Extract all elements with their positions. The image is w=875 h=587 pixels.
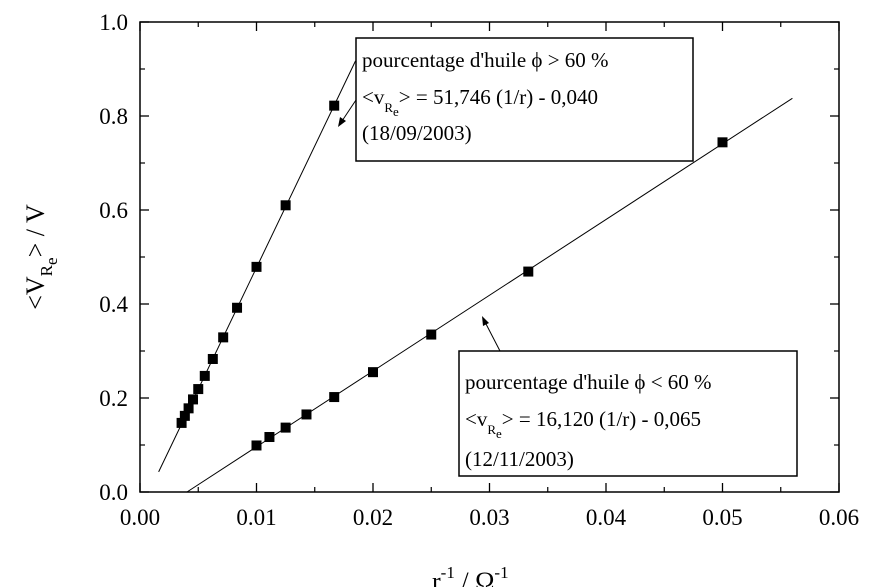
data-point-series-1 xyxy=(329,100,340,111)
annotation-1-box xyxy=(355,37,694,162)
data-point-series-1 xyxy=(232,302,243,313)
data-point-series-1 xyxy=(218,332,229,343)
data-point-series-1 xyxy=(207,353,218,364)
data-point-series-2 xyxy=(280,422,291,433)
x-tick-label: 0.05 xyxy=(702,505,742,530)
y-tick-label: 0.4 xyxy=(99,292,128,317)
x-tick-label: 0.03 xyxy=(469,505,509,530)
data-point-series-2 xyxy=(368,367,378,378)
x-tick-label: 0.00 xyxy=(120,505,160,530)
data-point-series-2 xyxy=(329,392,340,403)
ticks xyxy=(139,21,840,493)
annotation-2: pourcentage d'huile ϕ < 60 % <vRe> = 16,… xyxy=(458,350,798,477)
x-tick-label: 0.02 xyxy=(353,505,393,530)
annotation-2-box xyxy=(458,350,798,477)
annotation-2-line2: <vRe> = 16,120 (1/r) - 0,065 xyxy=(465,407,701,441)
data-point-series-1 xyxy=(179,410,190,421)
data-point-series-1 xyxy=(251,261,262,272)
annotation-1-line2: <vRe> = 51,746 (1/r) - 0,040 xyxy=(362,85,598,119)
annotation-2-line3: (12/11/2003) xyxy=(465,447,574,471)
y-tick-label: 0.8 xyxy=(99,104,128,129)
annotation-1-line1: pourcentage d'huile ϕ > 60 % xyxy=(362,48,609,72)
x-tick-label: 0.06 xyxy=(819,505,859,530)
y-tick-label: 0.2 xyxy=(99,386,128,411)
data-point-series-2 xyxy=(264,432,275,443)
annotation-1-arrow xyxy=(338,99,357,127)
y-tick-label: 0.0 xyxy=(99,480,128,505)
data-point-series-1 xyxy=(193,384,204,395)
data-point-series-2 xyxy=(717,137,728,148)
data-point-series-2 xyxy=(426,329,437,340)
annotation-2-line1: pourcentage d'huile ϕ < 60 % xyxy=(465,370,712,394)
x-axis-label: r-1 / Ω-1 xyxy=(432,563,509,587)
x-tick-label: 0.04 xyxy=(586,505,627,530)
tick-labels: 0.00 0.01 0.02 0.03 0.04 0.05 0.06 0.0 0.2 0.4 0.6… xyxy=(99,10,859,530)
data-point-series-1 xyxy=(188,394,199,405)
data-point-series-2 xyxy=(301,409,312,420)
y-tick-label: 1.0 xyxy=(99,10,128,35)
data-points xyxy=(176,100,728,451)
data-point-series-2 xyxy=(523,266,534,277)
data-point-series-1 xyxy=(280,200,291,211)
data-point-series-1 xyxy=(199,370,210,381)
x-tick-label: 0.01 xyxy=(236,505,276,530)
y-axis-label: <VRe> / V xyxy=(21,204,61,310)
annotation-1-line3: (18/09/2003) xyxy=(362,121,472,145)
data-point-series-2 xyxy=(251,440,262,451)
annotation-2-arrow xyxy=(482,316,501,352)
annotation-1: pourcentage d'huile ϕ > 60 % <vRe> = 51,… xyxy=(355,37,694,162)
data-point-series-1 xyxy=(176,417,187,428)
data-point-series-1 xyxy=(183,403,194,414)
y-tick-label: 0.6 xyxy=(99,198,128,223)
